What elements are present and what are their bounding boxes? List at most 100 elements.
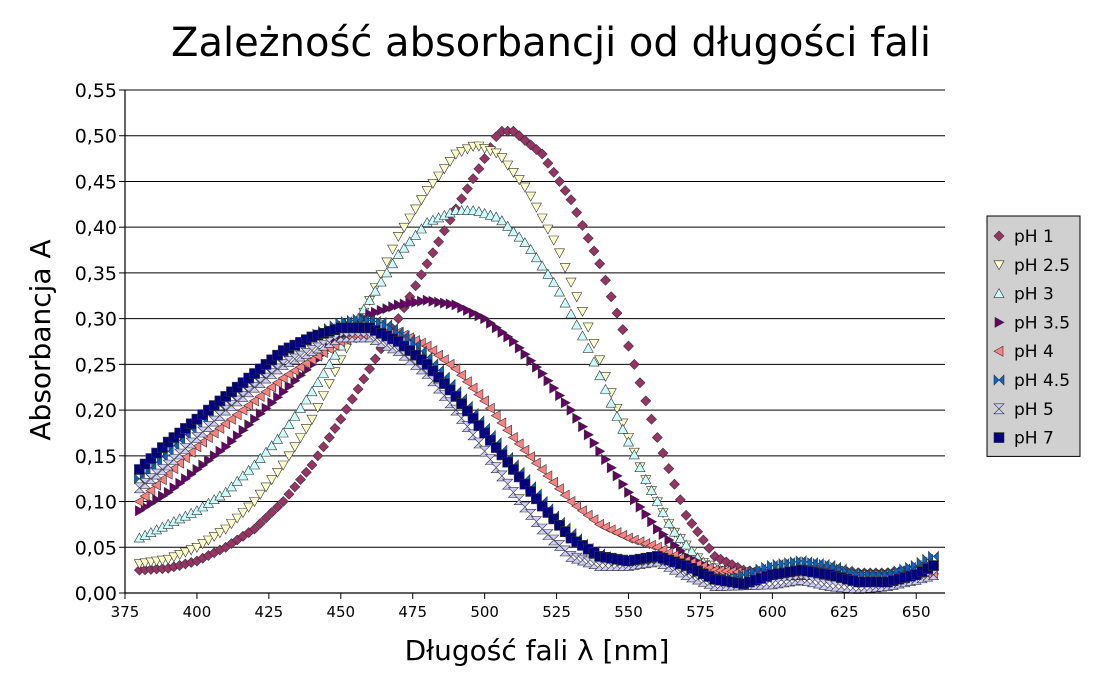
data-point bbox=[427, 247, 439, 259]
data-point bbox=[467, 382, 478, 394]
x-tick-label: 450 bbox=[326, 603, 355, 621]
data-point bbox=[432, 349, 443, 361]
data-point bbox=[248, 497, 261, 508]
data-point bbox=[260, 386, 271, 398]
data-point bbox=[565, 495, 576, 508]
data-point bbox=[283, 419, 295, 430]
data-point bbox=[392, 248, 404, 259]
data-point bbox=[369, 353, 381, 365]
data-point bbox=[289, 365, 300, 377]
data-point bbox=[306, 414, 318, 425]
data-point bbox=[692, 526, 704, 538]
data-point bbox=[404, 236, 416, 247]
data-point bbox=[323, 358, 335, 369]
data-point bbox=[559, 185, 571, 197]
legend: pH 1 pH 2.5 pH 3 pH 3.5 pH 4 pH 4.5 pH 5 pH 7 bbox=[986, 215, 1081, 457]
data-point bbox=[618, 478, 629, 490]
data-point bbox=[536, 463, 547, 476]
data-point bbox=[232, 430, 243, 442]
data-point bbox=[496, 470, 508, 482]
data-point bbox=[438, 354, 449, 366]
data-point bbox=[525, 451, 536, 463]
data-point bbox=[185, 545, 197, 556]
data-point bbox=[221, 441, 232, 453]
data-point bbox=[647, 516, 658, 528]
data-point bbox=[175, 477, 186, 489]
data-point bbox=[382, 303, 393, 315]
data-point bbox=[468, 307, 479, 319]
data-point bbox=[243, 464, 255, 475]
data-point bbox=[289, 442, 301, 453]
data-point bbox=[185, 446, 196, 458]
data-point bbox=[536, 148, 548, 160]
data-point bbox=[461, 376, 472, 388]
data-point bbox=[202, 431, 213, 444]
data-point bbox=[133, 495, 144, 508]
data-point bbox=[565, 277, 577, 288]
data-point bbox=[457, 302, 468, 314]
data-point bbox=[156, 464, 169, 475]
data-point bbox=[323, 379, 335, 390]
data-point bbox=[686, 518, 698, 529]
data-point bbox=[565, 194, 577, 206]
data-point bbox=[231, 513, 243, 524]
y-tick-label: 0,50 bbox=[75, 126, 117, 148]
data-point bbox=[248, 459, 261, 470]
data-point bbox=[548, 476, 559, 488]
data-point bbox=[513, 231, 525, 242]
data-point bbox=[186, 468, 197, 480]
data-point bbox=[578, 421, 589, 433]
data-point bbox=[163, 486, 174, 498]
data-point bbox=[150, 468, 163, 480]
data-point bbox=[519, 237, 531, 247]
data-point bbox=[271, 467, 284, 478]
data-point bbox=[536, 213, 548, 224]
data-point bbox=[369, 285, 381, 296]
data-point bbox=[179, 452, 190, 464]
data-point bbox=[421, 258, 433, 270]
data-point bbox=[417, 295, 428, 307]
data-point bbox=[502, 220, 514, 231]
data-point bbox=[306, 459, 318, 471]
data-point bbox=[387, 258, 399, 269]
data-point bbox=[220, 486, 232, 497]
data-point bbox=[473, 388, 484, 401]
data-point bbox=[536, 260, 548, 271]
data-point bbox=[410, 204, 422, 215]
data-point bbox=[358, 373, 370, 385]
data-point bbox=[680, 539, 692, 550]
data-point bbox=[306, 386, 318, 397]
data-point bbox=[294, 433, 307, 444]
data-point bbox=[542, 268, 554, 279]
data-point bbox=[617, 423, 629, 434]
data-point bbox=[622, 436, 635, 447]
data-point bbox=[254, 518, 266, 529]
data-point bbox=[277, 496, 289, 507]
data-point bbox=[243, 502, 255, 513]
y-axis-title: Absorbancja A bbox=[24, 239, 57, 440]
legend-marker bbox=[993, 260, 1005, 271]
x-tick-label: 425 bbox=[255, 603, 284, 621]
data-point bbox=[628, 449, 640, 460]
data-point bbox=[225, 481, 238, 492]
data-point bbox=[267, 397, 278, 409]
data-point bbox=[674, 532, 686, 543]
data-point bbox=[376, 304, 387, 316]
data-point bbox=[260, 482, 272, 493]
data-point bbox=[398, 242, 410, 253]
data-point bbox=[312, 402, 324, 413]
data-point bbox=[415, 269, 427, 281]
data-point bbox=[617, 418, 629, 429]
data-point bbox=[451, 299, 462, 311]
data-point bbox=[484, 402, 495, 414]
data-point bbox=[197, 539, 209, 550]
data-point bbox=[271, 363, 284, 375]
data-point bbox=[496, 215, 508, 226]
y-tick-label: 0,40 bbox=[75, 217, 117, 239]
data-point bbox=[601, 453, 612, 466]
legend-label: pH 2.5 bbox=[1014, 256, 1070, 276]
data-point bbox=[393, 299, 404, 311]
data-point bbox=[248, 395, 259, 407]
data-point bbox=[225, 519, 238, 530]
